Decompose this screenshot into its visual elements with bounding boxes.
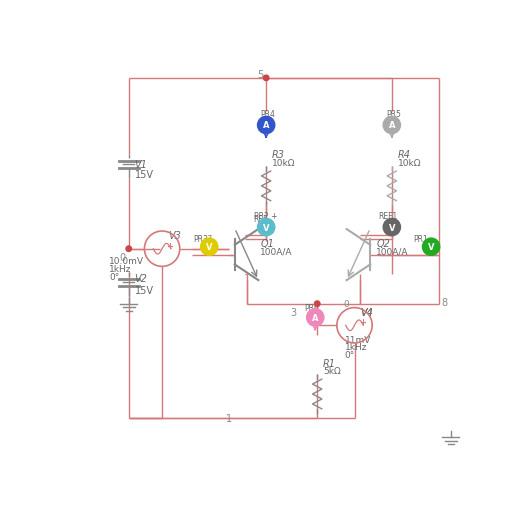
- Text: PR1: PR1: [413, 235, 428, 244]
- Text: V2: V2: [134, 274, 148, 284]
- Text: V: V: [263, 223, 269, 232]
- Text: 0: 0: [344, 300, 349, 308]
- Text: 3: 3: [290, 307, 297, 317]
- Text: V: V: [206, 243, 212, 252]
- Circle shape: [315, 301, 320, 307]
- Text: Q2: Q2: [376, 238, 390, 248]
- Text: V3: V3: [168, 231, 181, 240]
- Circle shape: [423, 239, 440, 256]
- Text: PR4: PR4: [260, 109, 275, 119]
- Text: 5: 5: [257, 70, 264, 80]
- Text: 1: 1: [226, 413, 232, 423]
- Text: 0°: 0°: [345, 351, 355, 359]
- Text: 8: 8: [442, 297, 448, 307]
- Text: REF-: REF-: [253, 214, 270, 223]
- Text: V1: V1: [134, 160, 148, 170]
- Text: REF1: REF1: [378, 211, 397, 220]
- Text: 15V: 15V: [134, 169, 153, 180]
- Text: 0°: 0°: [109, 272, 119, 281]
- Text: +: +: [167, 241, 173, 250]
- Text: PR6: PR6: [305, 303, 319, 313]
- Circle shape: [258, 219, 275, 236]
- Text: R4: R4: [398, 150, 411, 160]
- Text: 10kΩ: 10kΩ: [398, 158, 421, 167]
- Text: 100A/A: 100A/A: [376, 247, 408, 256]
- Text: 15V: 15V: [134, 286, 153, 295]
- Text: R1: R1: [323, 358, 336, 368]
- Text: A: A: [263, 121, 269, 130]
- Text: V4: V4: [360, 307, 373, 317]
- Text: PR3: PR3: [193, 235, 208, 244]
- Text: V: V: [428, 243, 434, 252]
- Text: 100A/A: 100A/A: [260, 247, 293, 256]
- Text: 10kΩ: 10kΩ: [272, 158, 296, 167]
- Text: 10.0mV: 10.0mV: [109, 257, 144, 266]
- Circle shape: [126, 246, 131, 252]
- Text: PR5: PR5: [386, 109, 401, 119]
- Text: 11mV: 11mV: [345, 335, 371, 344]
- Text: 1kHz: 1kHz: [109, 264, 132, 273]
- Text: A: A: [312, 314, 318, 322]
- Text: +: +: [359, 318, 366, 327]
- Circle shape: [258, 117, 275, 134]
- Circle shape: [264, 76, 269, 81]
- Text: 5kΩ: 5kΩ: [323, 366, 341, 375]
- Text: 7: 7: [207, 235, 212, 244]
- Text: PR2 +: PR2 +: [255, 211, 278, 220]
- Text: R3: R3: [272, 150, 285, 160]
- Circle shape: [201, 239, 218, 256]
- Text: 1kHz: 1kHz: [345, 343, 367, 352]
- Text: 0: 0: [120, 252, 126, 262]
- Text: A: A: [388, 121, 395, 130]
- Text: V4: V4: [360, 307, 373, 317]
- Text: V: V: [388, 223, 395, 232]
- Circle shape: [307, 309, 324, 326]
- Circle shape: [383, 219, 401, 236]
- Circle shape: [383, 117, 401, 134]
- Text: Q1: Q1: [260, 238, 274, 248]
